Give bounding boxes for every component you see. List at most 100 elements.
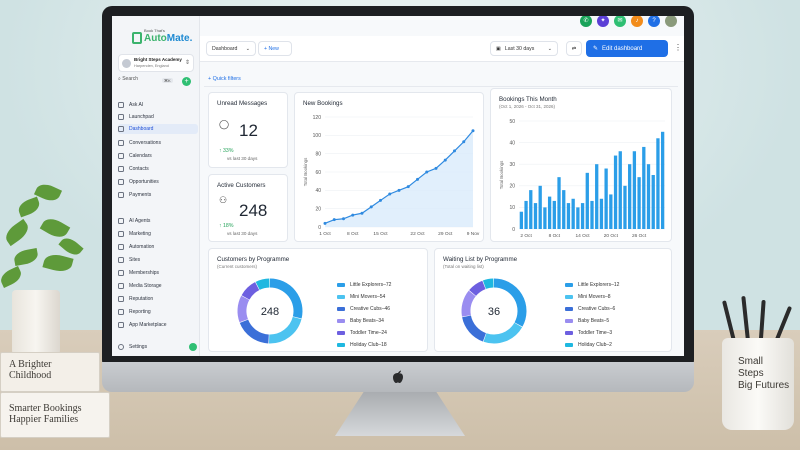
legend-label: Holiday Club	[578, 342, 606, 348]
legend-swatch	[565, 283, 573, 287]
bar	[619, 151, 622, 229]
dashboard-select[interactable]: Dashboard ⌄	[206, 41, 256, 56]
legend-value: 54	[380, 294, 386, 300]
sidebar-item-media-storage[interactable]: Media Storage	[118, 281, 198, 291]
phone-icon[interactable]: ✆	[580, 16, 592, 27]
sidebar-item-reputation[interactable]: Reputation	[118, 294, 198, 304]
bar	[567, 203, 570, 229]
new-bookings-card: New Bookings 0 20 40 60 80 100 120 1 Oct 8 Oct 15…	[294, 92, 484, 242]
sidebar-item-ask-ai[interactable]: Ask AI	[118, 100, 198, 110]
chat-bubble-icon: ◯	[219, 119, 229, 130]
help-icon[interactable]: ?	[648, 16, 660, 27]
x-tick-label: 20 Oct	[604, 233, 619, 239]
legend-value: 8	[608, 294, 611, 300]
bar	[604, 169, 607, 229]
y-tick-label: 10	[509, 205, 515, 211]
pen-cup: Small Steps Big Futures	[722, 338, 794, 430]
sidebar-item-label: Settings	[129, 344, 147, 350]
donut-slice	[258, 283, 270, 286]
bar	[557, 177, 560, 229]
sidebar-item-ai-agents[interactable]: AI Agents	[118, 216, 198, 226]
data-point	[342, 217, 345, 220]
sidebar-item-contacts[interactable]: Contacts	[118, 164, 198, 174]
sidebar-item-dashboard[interactable]: Dashboard	[118, 124, 198, 134]
bar	[586, 173, 589, 229]
edit-dashboard-button[interactable]: ✎ Edit dashboard	[586, 40, 668, 57]
bar	[600, 199, 603, 229]
link-icon: ⇄	[572, 46, 576, 52]
legend-item: Creative Cubs – 6	[565, 303, 619, 315]
sidebar-item-opportunities[interactable]: Opportunities	[118, 177, 198, 187]
account-switcher[interactable]: Bright Steps Academy Harpenden, England …	[118, 54, 194, 72]
chart-icon	[118, 309, 124, 315]
donut-slice	[473, 285, 484, 293]
bar	[628, 164, 631, 229]
legend-label: Little Explorers	[578, 282, 611, 288]
y-tick-label: 80	[315, 151, 321, 157]
bar	[656, 138, 659, 229]
legend-swatch	[565, 319, 573, 323]
apple-logo-icon	[391, 369, 405, 385]
legend-value: 12	[614, 282, 620, 288]
gear-icon	[118, 344, 124, 350]
sidebar-item-settings[interactable]: Settings	[118, 342, 198, 352]
card-title: Unread Messages	[217, 100, 267, 107]
bar	[534, 203, 537, 229]
user-avatar[interactable]	[665, 16, 677, 27]
legend-swatch	[565, 307, 573, 311]
book-title-line: Childhood	[9, 370, 91, 381]
sidebar-item-automation[interactable]: Automation	[118, 242, 198, 252]
sidebar-item-label: Conversations	[129, 140, 161, 146]
legend-item: Little Explorers – 12	[565, 279, 619, 291]
quick-add-button[interactable]: +	[182, 77, 191, 86]
more-menu-button[interactable]: ⋮	[674, 43, 682, 52]
legend-swatch	[337, 283, 345, 287]
sparkle-icon[interactable]: ✦	[597, 16, 609, 27]
dashboard-select-value: Dashboard	[212, 46, 237, 52]
x-tick-label: 1 Oct	[319, 231, 331, 237]
x-tick-label: 26 Oct	[632, 233, 647, 239]
x-tick-label: 29 Oct	[438, 231, 453, 237]
customers-donut-chart: 248	[225, 271, 315, 351]
legend-label: Little Explorers	[350, 282, 383, 288]
sidebar-item-payments[interactable]: Payments	[118, 190, 198, 200]
donut-center-value: 36	[488, 306, 500, 318]
bar	[529, 190, 532, 229]
legend-value: 5	[606, 318, 609, 324]
bar	[548, 197, 551, 229]
bar	[642, 147, 645, 229]
sidebar-item-label: Reputation	[129, 296, 153, 302]
y-axis-label: Total Bookings	[499, 160, 504, 189]
bell-icon[interactable]: ♪	[631, 16, 643, 27]
legend-label: Baby Beats	[578, 318, 604, 324]
sidebar-item-label: Calendars	[129, 153, 152, 159]
quick-filters-button[interactable]: + Quick filters	[208, 76, 241, 82]
calendar-icon: ▣	[496, 46, 501, 52]
bar	[572, 199, 575, 229]
megaphone-icon[interactable]: ✉	[614, 16, 626, 27]
bar	[581, 203, 584, 229]
account-location: Harpenden, England	[134, 64, 169, 68]
sidebar-item-sites[interactable]: Sites	[118, 255, 198, 265]
legend-swatch	[337, 307, 345, 311]
folder-icon	[118, 283, 124, 289]
new-button[interactable]: + New	[258, 41, 292, 56]
sidebar-item-marketing[interactable]: Marketing	[118, 229, 198, 239]
sidebar-item-memberships[interactable]: Memberships	[118, 268, 198, 278]
card-icon	[118, 192, 124, 198]
donut-slice	[485, 325, 518, 339]
sidebar-item-conversations[interactable]: Conversations	[118, 138, 198, 148]
sidebar-item-reporting[interactable]: Reporting	[118, 307, 198, 317]
donut-center-value: 248	[261, 306, 279, 318]
sidebar-item-app-marketplace[interactable]: App Marketplace	[118, 320, 198, 330]
data-point	[324, 222, 327, 225]
share-button[interactable]: ⇄	[566, 41, 582, 56]
data-point	[388, 193, 391, 196]
app-logo: Book That's AutoMate.	[132, 28, 184, 52]
active-customers-count: 248	[239, 201, 267, 221]
sidebar-item-launchpad[interactable]: Launchpad	[118, 112, 198, 122]
sidebar-item-calendars[interactable]: Calendars	[118, 151, 198, 161]
active-customers-card: Active Customers ⚇ 248 ↑ 18% vs last 30 …	[208, 174, 288, 242]
search-input[interactable]: ⌕ Search ⌘K +	[118, 76, 188, 88]
date-range-select[interactable]: ▣ Last 30 days ⌄	[490, 41, 558, 56]
